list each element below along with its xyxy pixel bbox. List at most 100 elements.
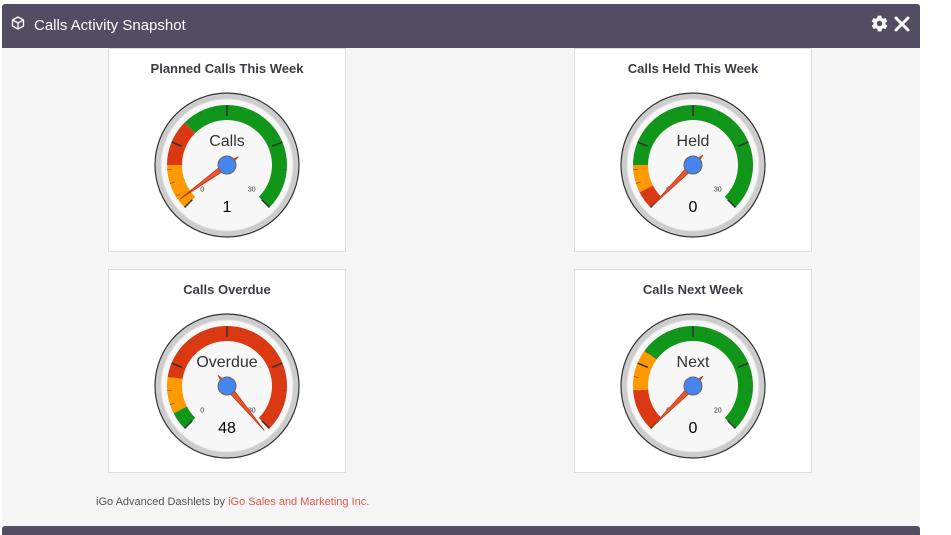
- gauge-minor-tick: [199, 332, 203, 338]
- gauge-min-label: 0: [200, 408, 204, 415]
- gauge-value: 0: [689, 199, 698, 216]
- gauge-minor-tick: [717, 332, 721, 338]
- gauge-major-tick: [184, 199, 193, 208]
- gauge-hub: [217, 376, 237, 396]
- gauge-minor-tick: [635, 181, 641, 184]
- gauge-minor-tick: [262, 119, 267, 124]
- gauge-major-tick: [637, 141, 649, 147]
- gauge-minor-tick: [653, 119, 658, 124]
- gauge-dial: 0 30 Overdue 48: [154, 313, 300, 459]
- dashlet-header: Calls Activity Snapshot: [2, 4, 920, 48]
- gauge-band-green: [184, 105, 287, 208]
- gauge-minor-tick: [279, 181, 285, 184]
- gauge-minor-tick: [212, 327, 215, 333]
- gauge-minor-tick: [212, 106, 215, 112]
- gauge-label: Held: [677, 133, 710, 150]
- gauge-major-tick: [271, 362, 283, 368]
- gauge-minor-tick: [665, 332, 669, 338]
- gauge-band-red: [167, 326, 287, 429]
- gauge-minor-tick: [739, 414, 745, 418]
- gauge-band-green: [633, 105, 753, 208]
- footer-credit: iGo Advanced Dashlets by: [96, 496, 229, 508]
- next-dashlet-header: [2, 526, 920, 535]
- gauge-minor-tick: [705, 106, 708, 112]
- gauge-major-tick: [637, 362, 649, 368]
- gauge-value: 0: [689, 420, 698, 437]
- gauge-label: Calls: [209, 133, 245, 150]
- gauge-minor-tick: [633, 376, 639, 378]
- gauge-title: Calls Overdue: [183, 282, 271, 297]
- gauge-band-orange: [633, 350, 657, 391]
- gauge-max-label: 30: [248, 187, 256, 194]
- vendor-link[interactable]: iGo Sales and Marketing Inc.: [228, 496, 370, 508]
- gauge-minor-tick: [271, 129, 276, 133]
- gauge-max-label: 30: [248, 408, 256, 415]
- gauge-value: 48: [218, 420, 236, 437]
- close-icon[interactable]: [894, 16, 910, 32]
- gauge-major-tick: [737, 141, 749, 147]
- gauge-dial: 0 30 Calls 1: [154, 92, 300, 238]
- gauge-hub: [683, 155, 703, 175]
- gear-icon[interactable]: [870, 14, 889, 33]
- gauge-minor-tick: [745, 402, 751, 405]
- gauge-minor-tick: [175, 414, 181, 418]
- gauge-minor-tick: [167, 376, 173, 378]
- gauge-band-red: [167, 122, 196, 165]
- gauge-value: 1: [223, 199, 232, 216]
- gauge-minor-tick: [633, 155, 639, 157]
- gauge-minor-tick: [187, 340, 192, 345]
- gauge-minor-tick: [728, 340, 733, 345]
- gauge-minor-tick: [239, 106, 242, 112]
- gauge-band-green: [644, 326, 753, 429]
- gauge-minor-tick: [199, 111, 203, 117]
- gauge-minor-tick: [178, 129, 183, 133]
- gauge-major-tick: [727, 199, 736, 208]
- gauge-hub: [683, 376, 703, 396]
- gauge-minor-tick: [653, 340, 658, 345]
- gauge-band-red: [633, 389, 662, 429]
- gauge-minor-tick: [747, 155, 753, 157]
- gauge-minor-tick: [665, 111, 669, 117]
- gauge-minor-tick: [167, 155, 173, 157]
- gauge-minor-tick: [745, 181, 751, 184]
- gauge-minor-tick: [187, 119, 192, 124]
- gauge-card-held: Calls Held This Week 030Held0: [574, 48, 812, 252]
- dashlet-footer: iGo Advanced Dashlets by iGo Sales and M…: [96, 496, 369, 508]
- gauge-minor-tick: [717, 111, 721, 117]
- gauge-minor-tick: [178, 350, 183, 354]
- gauge-minor-tick: [644, 350, 649, 354]
- gauge-minor-tick: [169, 181, 175, 184]
- gauge-minor-tick: [239, 327, 242, 333]
- gauge-minor-tick: [251, 111, 255, 117]
- gauge-minor-tick: [641, 414, 647, 418]
- gauge-major-tick: [737, 362, 749, 368]
- gauge-minor-tick: [262, 340, 267, 345]
- gauge-minor-tick: [271, 350, 276, 354]
- gauge-major-tick: [184, 420, 193, 429]
- gauge-max-label: 30: [714, 187, 722, 194]
- gauge-minor-tick: [281, 376, 287, 378]
- gauge-minor-tick: [251, 332, 255, 338]
- gauge-minor-tick: [273, 193, 279, 197]
- cube-icon: [11, 16, 25, 30]
- gauge-card-next-week: Calls Next Week 020Next0: [574, 269, 812, 473]
- gauge-title: Calls Next Week: [642, 282, 744, 297]
- gauge-major-tick: [261, 199, 270, 208]
- gauge-major-tick: [271, 141, 283, 147]
- gauge-label: Next: [677, 354, 710, 371]
- gauge-minor-tick: [739, 193, 745, 197]
- gauge-minor-tick: [279, 402, 285, 405]
- gauge-hub: [217, 155, 237, 175]
- gauge-minor-tick: [678, 327, 681, 333]
- gauge-minor-tick: [273, 414, 279, 418]
- gauge-min-label: 0: [200, 187, 204, 194]
- gauge-minor-tick: [728, 119, 733, 124]
- gauge-major-tick: [171, 141, 183, 147]
- gauge-minor-tick: [644, 129, 649, 133]
- gauge-minor-tick: [635, 402, 641, 405]
- gauge-major-tick: [261, 420, 270, 429]
- gauge-minor-tick: [747, 376, 753, 378]
- gauge-minor-tick: [169, 402, 175, 405]
- gauge-minor-tick: [705, 327, 708, 333]
- gauge-minor-tick: [678, 106, 681, 112]
